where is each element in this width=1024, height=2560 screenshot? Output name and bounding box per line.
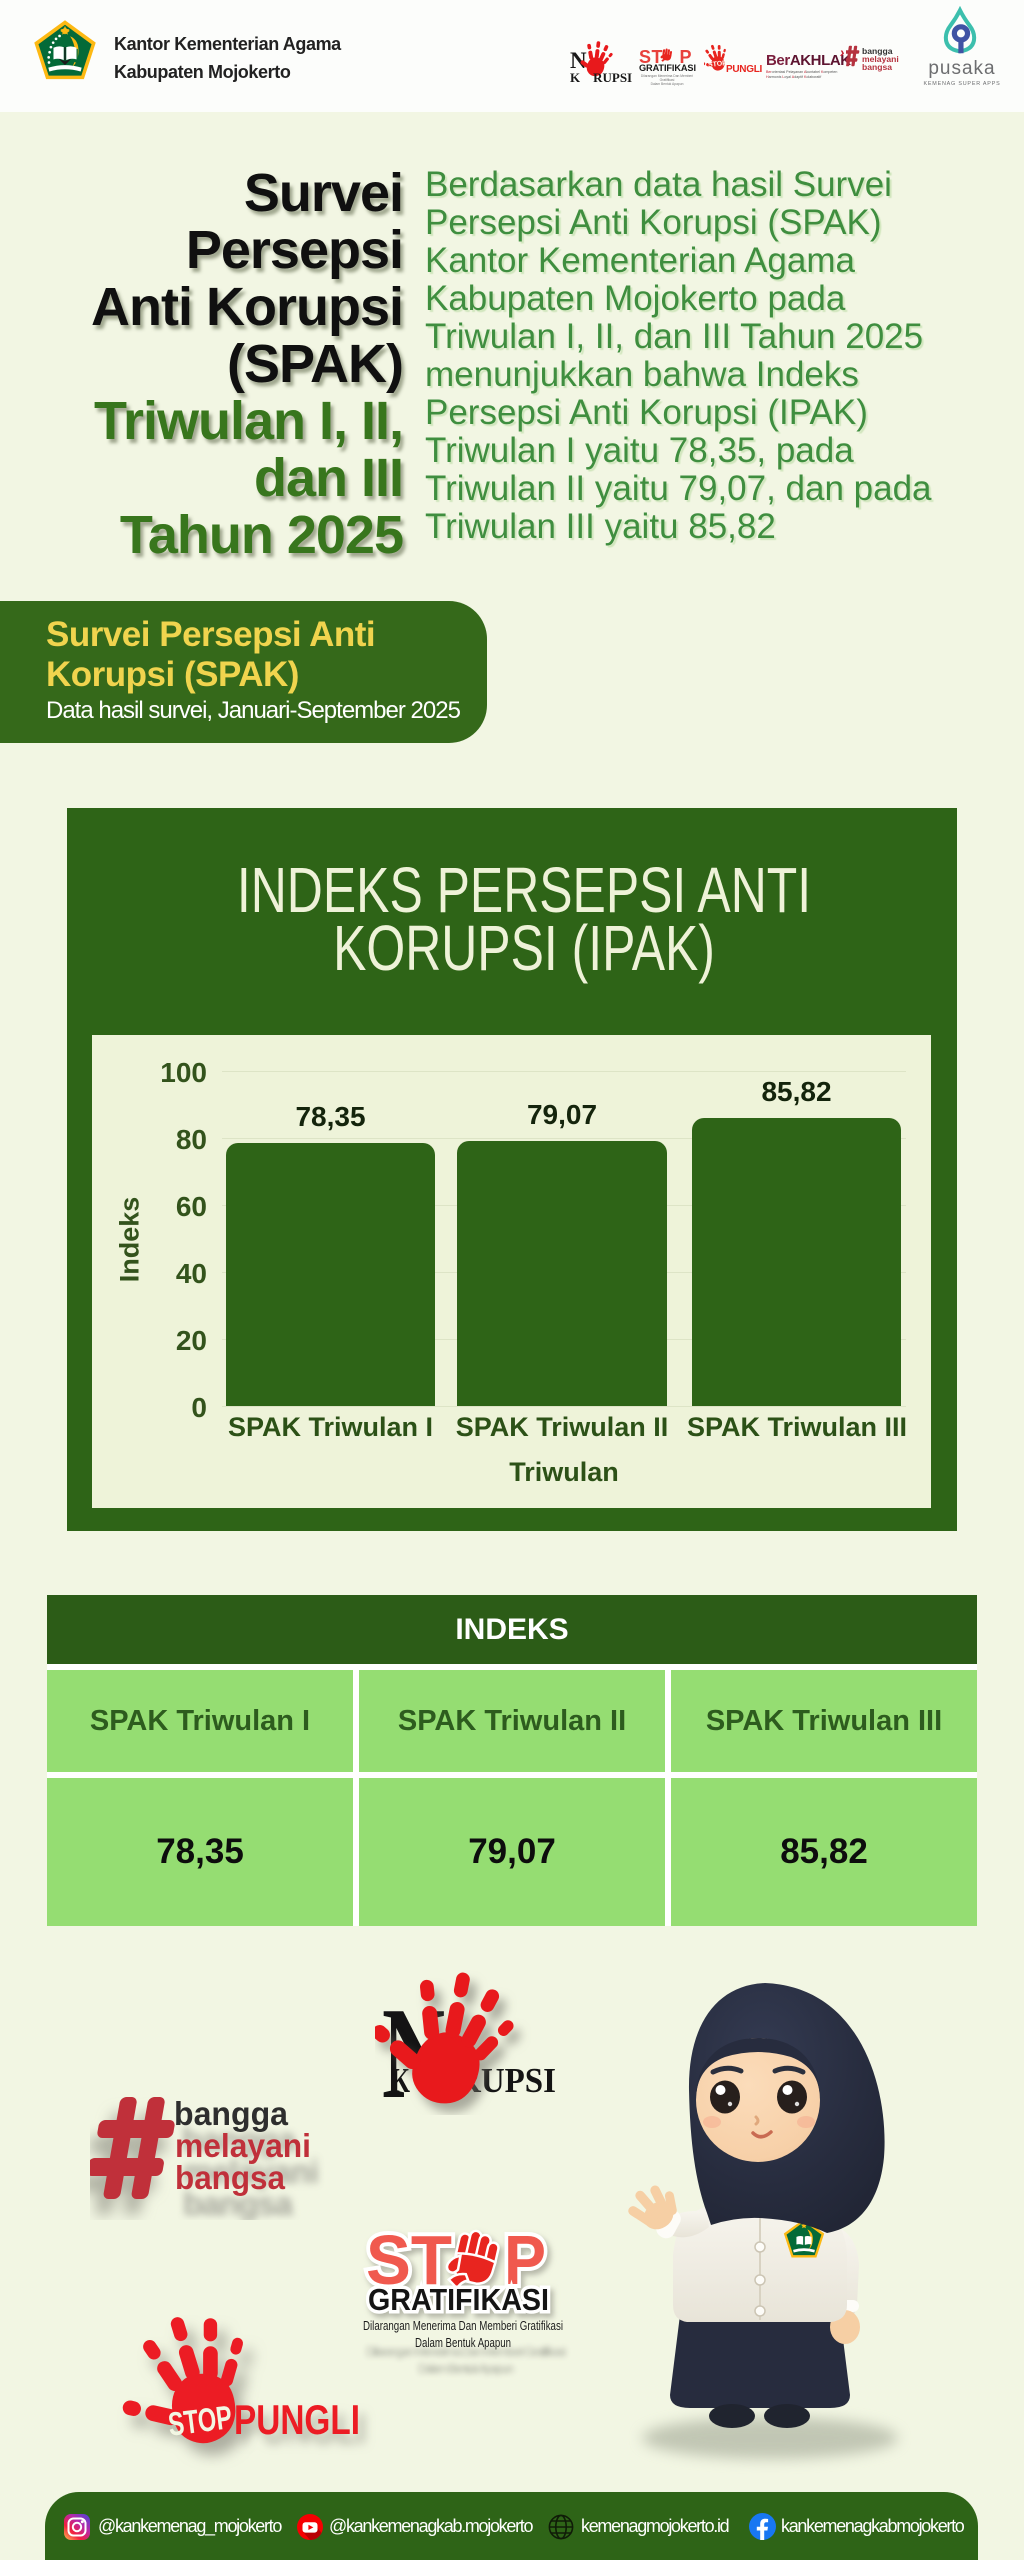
- svg-text:Dalam Bentuk Apapun: Dalam Bentuk Apapun: [415, 2335, 511, 2350]
- svg-text:ST: ST: [366, 2221, 452, 2299]
- svg-text:melayani: melayani: [175, 2127, 311, 2164]
- svg-text:STOP: STOP: [166, 2398, 234, 2443]
- svg-text:melayani: melayani: [183, 2153, 319, 2190]
- svg-text:K: K: [391, 2061, 410, 2100]
- svg-text:P: P: [504, 2221, 546, 2299]
- svg-text:GRATIFIKASI: GRATIFIKASI: [368, 2282, 549, 2317]
- svg-text:bangsa: bangsa: [183, 2185, 294, 2220]
- svg-text:bangsa: bangsa: [175, 2159, 286, 2196]
- svg-text:Dalam Bentuk Apapun: Dalam Bentuk Apapun: [418, 2361, 514, 2376]
- svg-text:Dilarangan Menerima Dan Member: Dilarangan Menerima Dan Memberi Gratifik…: [366, 2344, 566, 2359]
- svg-text:bangga: bangga: [174, 2095, 289, 2132]
- svg-text:Dilarangan Menerima Dan Member: Dilarangan Menerima Dan Memberi Gratifik…: [363, 2318, 563, 2333]
- svg-text:bangga: bangga: [182, 2121, 297, 2158]
- svg-text:PUNGLI: PUNGLI: [234, 2396, 360, 2443]
